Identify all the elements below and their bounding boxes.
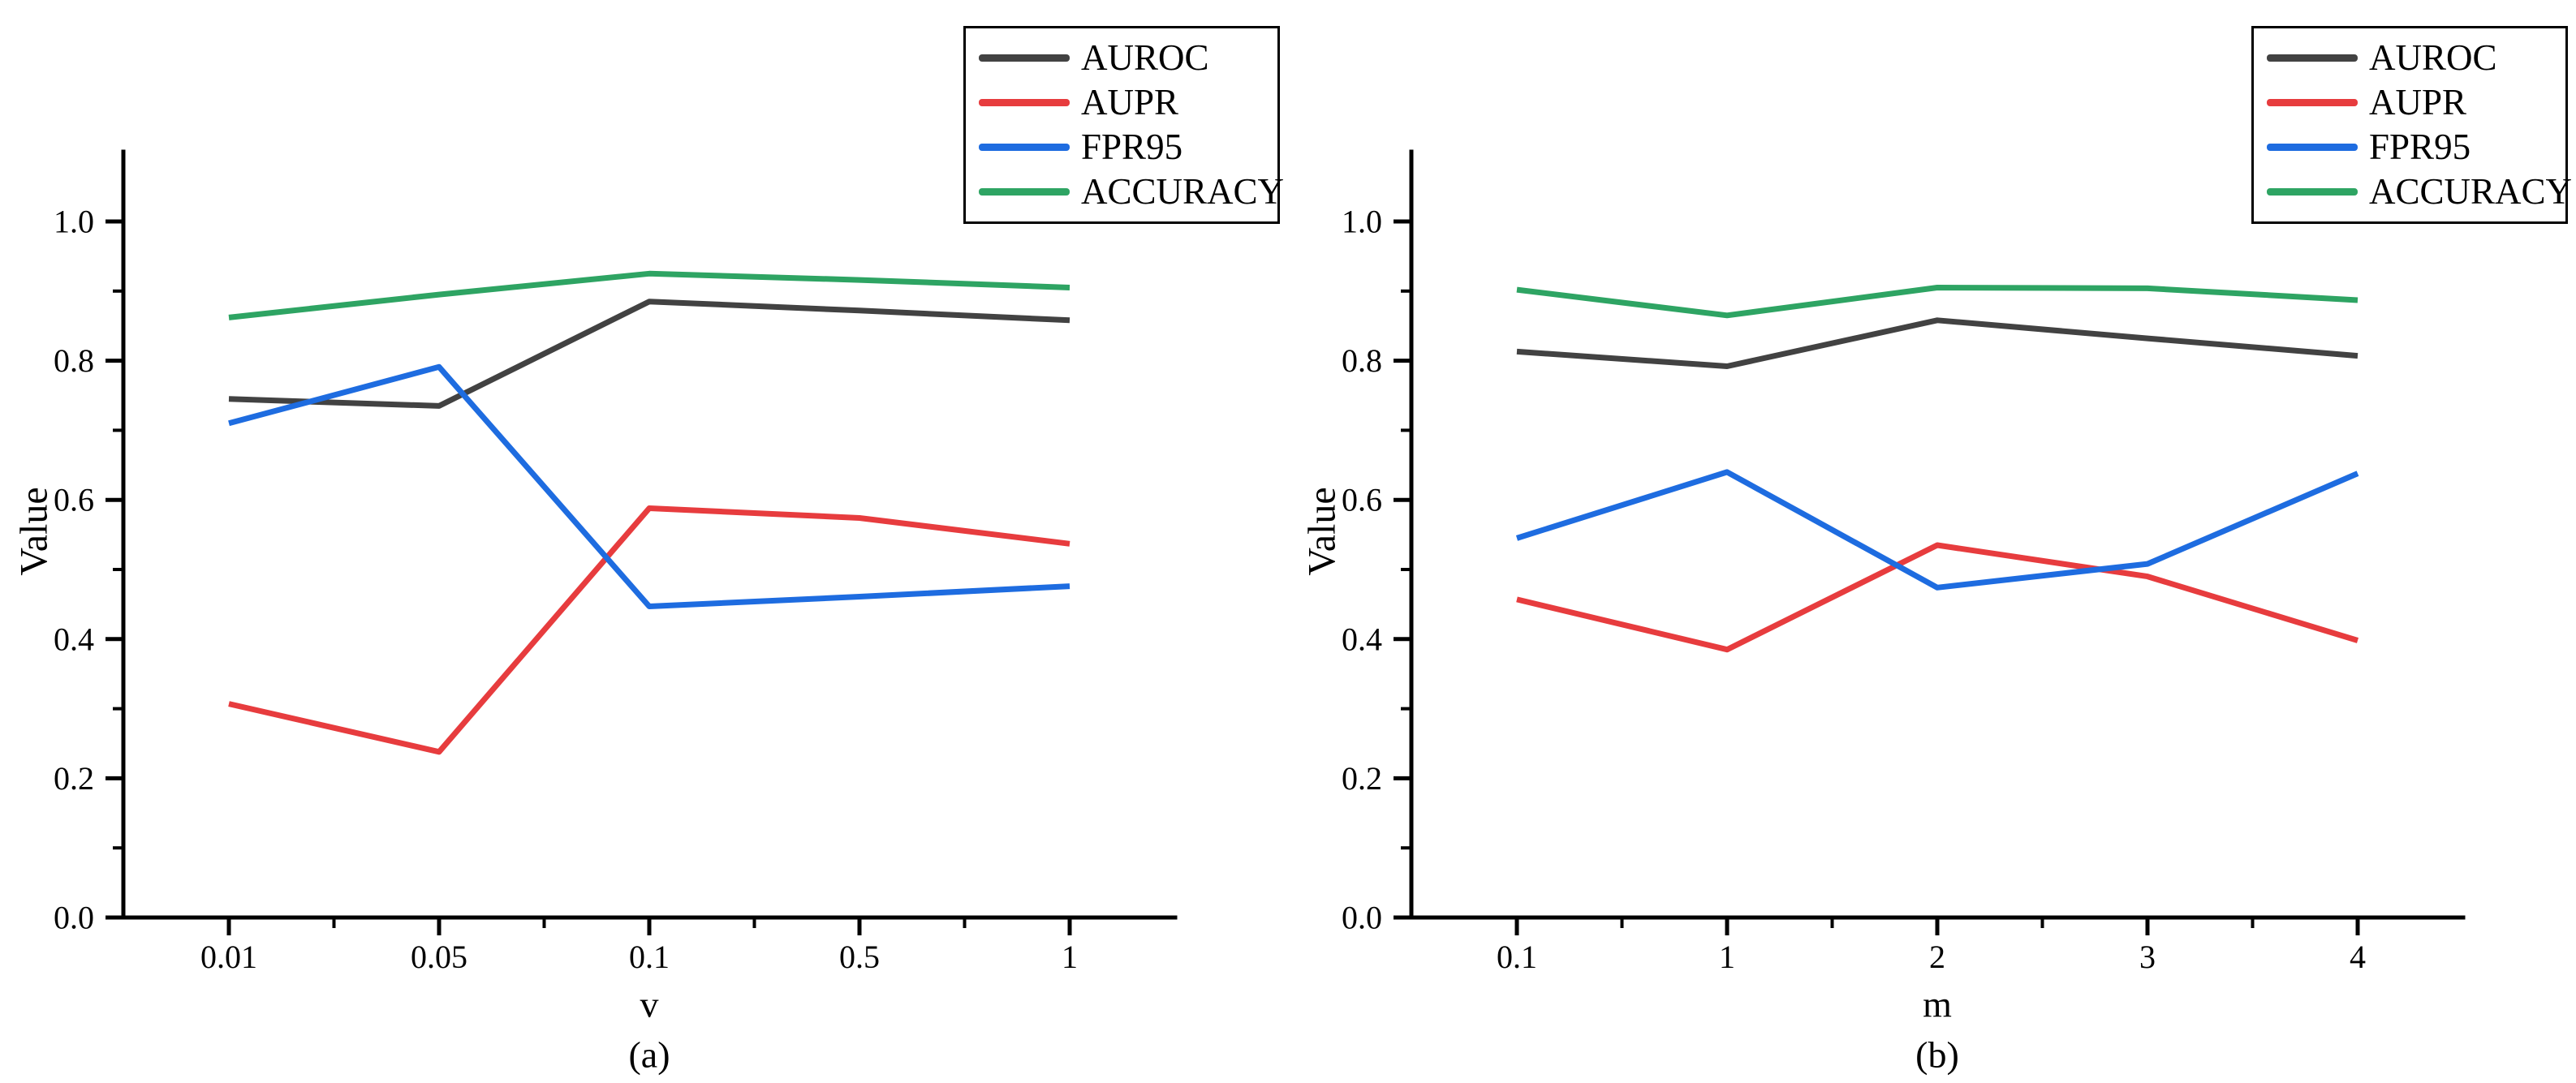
x-tick-label-b: 2 (1929, 939, 1945, 975)
y-tick-label-a: 0.4 (54, 621, 94, 657)
chart-panel-a: 0.0 0.2 0.4 0.6 0.8 1.0 0.01 0.05 0.1 0.5 1 Value … (12, 26, 1284, 1076)
series-line-aupr-a (228, 505, 1070, 755)
y-tick-label-a: 0.2 (54, 760, 94, 797)
legend-label-accuracy-a: ACCURACY (1081, 171, 1285, 212)
x-tick-label-a: 0.05 (411, 939, 467, 975)
legend-entry-auroc-a: AUROC (979, 40, 1274, 76)
x-axis-label-b: m (1923, 983, 1952, 1025)
x-tick-label-a: 1 (1062, 939, 1078, 975)
y-tick-label-b: 0.4 (1342, 621, 1382, 657)
legend-label-auroc-b: AUROC (2369, 37, 2497, 78)
legend-entry-auroc-b: AUROC (2267, 40, 2562, 76)
legend-swatch-fpr95-b (2267, 144, 2358, 151)
x-axis-label-a: v (640, 983, 659, 1025)
y-tick-label-a: 0.0 (54, 900, 94, 936)
y-tick-label-a: 0.6 (54, 482, 94, 518)
series-line-accuracy-a (228, 270, 1070, 320)
y-tick-label-b: 0.2 (1342, 760, 1382, 797)
y-tick-label-b: 1.0 (1342, 204, 1382, 240)
legend-entry-aupr-a: AUPR (979, 84, 1274, 121)
legend-entry-accuracy-a: ACCURACY (979, 174, 1284, 210)
x-tick-label-b: 0.1 (1497, 939, 1537, 975)
series-line-auroc-b (1516, 317, 2358, 369)
y-tick-label-b: 0.8 (1342, 342, 1382, 379)
y-tick-label-a: 0.8 (54, 342, 94, 379)
y-tick-label-b: 0.0 (1342, 900, 1382, 936)
legend-entry-aupr-b: AUPR (2267, 84, 2562, 121)
legend-box-b: AUROC AUPR FPR95 ACCURACY (2251, 26, 2572, 224)
series-line-aupr-b (1516, 542, 2359, 653)
x-tick-label-a: 0.5 (839, 939, 880, 975)
legend-swatch-aupr-b (2267, 99, 2358, 106)
legend-entry-fpr95-a: FPR95 (979, 129, 1274, 165)
chart-canvas-a: 0.0 0.2 0.4 0.6 0.8 1.0 0.01 0.05 0.1 0.5 1 (54, 149, 1178, 975)
y-tick-label-b: 0.6 (1342, 482, 1382, 518)
legend-label-fpr95-a: FPR95 (1081, 127, 1183, 167)
x-tick-label-a: 0.01 (200, 939, 257, 975)
legend-label-aupr-b: AUPR (2369, 82, 2467, 122)
chart-canvas-b: 0.0 0.2 0.4 0.6 0.8 1.0 0.1 1 2 3 4 (1342, 149, 2466, 975)
panel-caption-b: (b) (1915, 1034, 1959, 1076)
legend-swatch-fpr95-a (979, 144, 1070, 151)
x-tick-label-b: 3 (2139, 939, 2156, 975)
series-line-fpr95-b (1515, 469, 2359, 591)
legend-label-auroc-a: AUROC (1081, 37, 1209, 78)
legend-swatch-auroc-a (979, 54, 1070, 62)
legend-swatch-auroc-b (2267, 54, 2358, 62)
x-tick-label-b: 4 (2350, 939, 2366, 975)
series-line-auroc-a (228, 299, 1070, 409)
y-tick-label-a: 1.0 (54, 204, 94, 240)
legend-label-aupr-a: AUPR (1081, 82, 1179, 122)
legend-entry-accuracy-b: ACCURACY (2267, 174, 2572, 210)
x-tick-label-b: 1 (1719, 939, 1735, 975)
axes-b (1409, 149, 2466, 920)
x-tick-label-a: 0.1 (629, 939, 670, 975)
legend-swatch-accuracy-a (979, 188, 1070, 196)
legend-label-accuracy-b: ACCURACY (2369, 171, 2573, 212)
series-line-fpr95-a (228, 363, 1070, 609)
chart-panel-b: 0.0 0.2 0.4 0.6 0.8 1.0 0.1 1 2 3 4 Value m (b) AU… (1288, 0, 2576, 1083)
y-axis-label-a: Value (12, 487, 56, 576)
legend-swatch-aupr-a (979, 99, 1070, 106)
legend-swatch-accuracy-b (2267, 188, 2358, 196)
panel-caption-a: (a) (628, 1034, 670, 1076)
legend-label-fpr95-b: FPR95 (2369, 127, 2471, 167)
y-axis-label-b: Value (1300, 487, 1344, 576)
series-line-accuracy-b (1516, 285, 2358, 319)
legend-entry-fpr95-b: FPR95 (2267, 129, 2562, 165)
legend-box-a: AUROC AUPR FPR95 ACCURACY (963, 26, 1284, 224)
